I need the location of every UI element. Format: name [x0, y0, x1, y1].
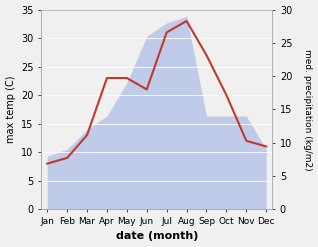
Y-axis label: med. precipitation (kg/m2): med. precipitation (kg/m2): [303, 49, 313, 170]
X-axis label: date (month): date (month): [115, 231, 198, 242]
Y-axis label: max temp (C): max temp (C): [5, 76, 16, 143]
